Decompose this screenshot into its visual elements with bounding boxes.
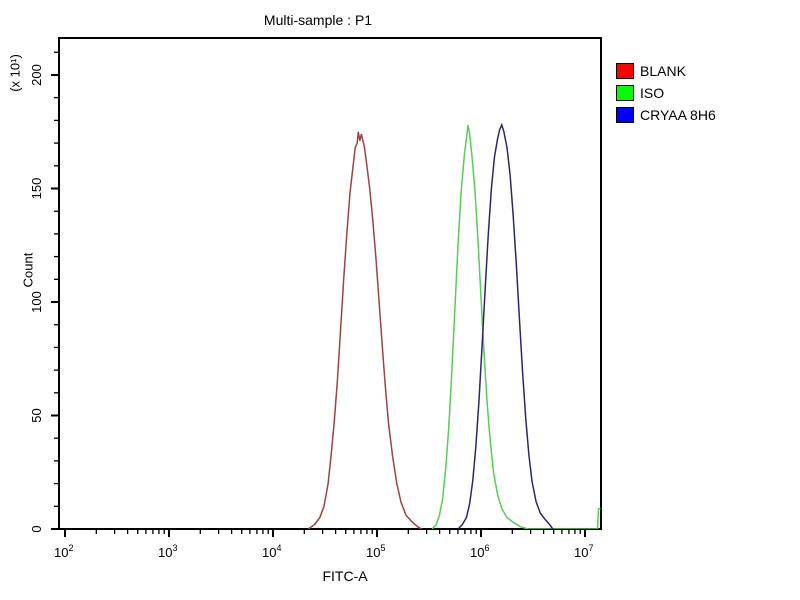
- y-tick-label: 100: [29, 291, 44, 313]
- x-axis-label: FITC-A: [322, 568, 368, 584]
- legend-item-cryaa-8h6: CRYAA 8H6: [616, 107, 716, 123]
- curve-cryaa-8h6: [457, 122, 554, 529]
- x-tick-label: 103: [158, 543, 177, 560]
- x-tick-label: 102: [54, 543, 73, 560]
- chart-title: Multi-sample : P1: [263, 12, 373, 28]
- y-tick-label: 150: [29, 178, 44, 200]
- legend-swatch-green: [616, 85, 634, 101]
- legend-item-iso: ISO: [616, 85, 716, 101]
- legend-label: ISO: [640, 85, 665, 101]
- x-tick-label: 105: [366, 543, 385, 560]
- x-tick-label: 104: [262, 543, 281, 560]
- legend-label: BLANK: [640, 63, 686, 79]
- y-tick-label: 50: [29, 408, 44, 422]
- curve-iso: [431, 124, 601, 529]
- legend-item-blank: BLANK: [616, 63, 716, 79]
- x-tick-label: 106: [470, 543, 489, 560]
- y-tick-label: 200: [29, 64, 44, 86]
- legend-swatch-red: [616, 63, 634, 79]
- legend-swatch-blue: [616, 107, 634, 123]
- curve-blank: [307, 131, 423, 529]
- plot-border: [58, 37, 602, 530]
- legend: BLANK ISO CRYAA 8H6: [616, 63, 716, 123]
- legend-label: CRYAA 8H6: [640, 107, 716, 123]
- x-tick-label: 107: [574, 543, 593, 560]
- y-tick-label: 0: [29, 525, 44, 532]
